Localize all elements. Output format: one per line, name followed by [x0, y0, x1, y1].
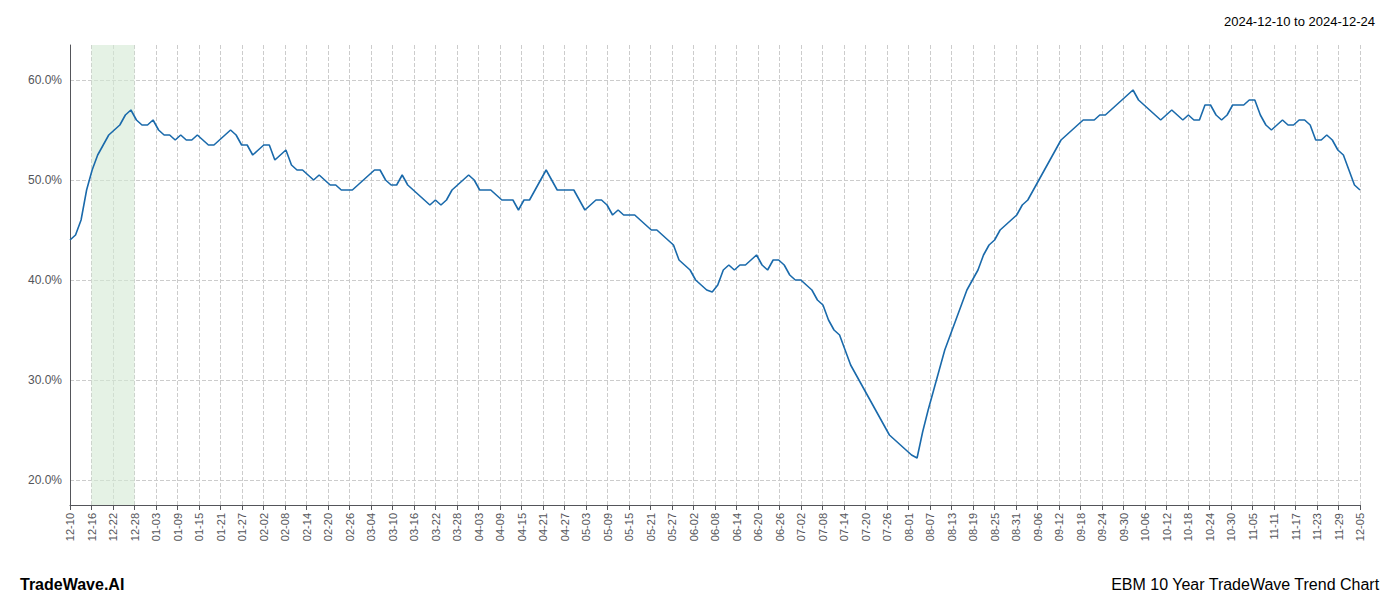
svg-text:10-12: 10-12	[1161, 513, 1173, 541]
svg-text:09-24: 09-24	[1096, 513, 1108, 541]
svg-text:06-08: 06-08	[709, 513, 721, 541]
svg-text:11-11: 11-11	[1268, 513, 1280, 540]
svg-text:07-08: 07-08	[817, 513, 829, 541]
svg-text:2024-12-10 to 2024-12-24: 2024-12-10 to 2024-12-24	[1224, 14, 1375, 29]
svg-text:01-21: 01-21	[215, 513, 227, 541]
svg-text:01-15: 01-15	[193, 513, 205, 541]
svg-text:08-31: 08-31	[1010, 513, 1022, 541]
svg-text:05-27: 05-27	[666, 513, 678, 541]
svg-text:11-29: 11-29	[1333, 513, 1345, 540]
svg-text:12-16: 12-16	[86, 513, 98, 541]
svg-text:01-27: 01-27	[236, 513, 248, 541]
svg-text:05-09: 05-09	[602, 513, 614, 541]
svg-text:01-09: 01-09	[172, 513, 184, 541]
svg-text:TradeWave.AI: TradeWave.AI	[20, 576, 124, 593]
svg-text:60.0%: 60.0%	[28, 73, 62, 87]
svg-text:07-14: 07-14	[838, 513, 850, 541]
svg-text:10-30: 10-30	[1225, 513, 1237, 541]
svg-text:11-05: 11-05	[1247, 513, 1259, 540]
svg-text:50.0%: 50.0%	[28, 173, 62, 187]
svg-text:02-14: 02-14	[301, 513, 313, 541]
svg-text:09-06: 09-06	[1032, 513, 1044, 541]
svg-text:03-28: 03-28	[451, 513, 463, 541]
svg-text:02-20: 02-20	[322, 513, 334, 541]
svg-text:06-02: 06-02	[688, 513, 700, 541]
svg-text:40.0%: 40.0%	[28, 273, 62, 287]
svg-text:10-06: 10-06	[1139, 513, 1151, 541]
svg-text:06-14: 06-14	[731, 513, 743, 541]
svg-text:09-18: 09-18	[1075, 513, 1087, 541]
svg-text:02-02: 02-02	[258, 513, 270, 541]
svg-text:09-30: 09-30	[1118, 513, 1130, 541]
svg-text:04-09: 04-09	[494, 513, 506, 541]
svg-text:11-17: 11-17	[1290, 513, 1302, 540]
svg-text:10-18: 10-18	[1182, 513, 1194, 541]
svg-text:12-22: 12-22	[107, 513, 119, 541]
svg-text:05-21: 05-21	[645, 513, 657, 541]
svg-text:07-20: 07-20	[860, 513, 872, 541]
svg-text:12-28: 12-28	[129, 513, 141, 541]
svg-text:07-26: 07-26	[881, 513, 893, 541]
svg-text:05-15: 05-15	[623, 513, 635, 541]
svg-text:06-26: 06-26	[774, 513, 786, 541]
svg-text:02-26: 02-26	[344, 513, 356, 541]
svg-text:04-03: 04-03	[473, 513, 485, 541]
svg-text:08-01: 08-01	[903, 513, 915, 541]
svg-text:04-21: 04-21	[537, 513, 549, 541]
svg-text:08-13: 08-13	[946, 513, 958, 541]
svg-text:08-07: 08-07	[924, 513, 936, 541]
svg-text:03-04: 03-04	[365, 513, 377, 541]
svg-text:04-15: 04-15	[516, 513, 528, 541]
svg-text:02-08: 02-08	[279, 513, 291, 541]
svg-text:06-20: 06-20	[752, 513, 764, 541]
svg-text:EBM 10 Year TradeWave Trend Ch: EBM 10 Year TradeWave Trend Chart	[1111, 576, 1380, 593]
svg-text:30.0%: 30.0%	[28, 373, 62, 387]
svg-text:08-19: 08-19	[967, 513, 979, 541]
svg-text:12-10: 12-10	[64, 513, 76, 541]
svg-text:07-02: 07-02	[795, 513, 807, 541]
svg-text:03-16: 03-16	[408, 513, 420, 541]
svg-text:12-05: 12-05	[1354, 513, 1366, 541]
svg-text:09-12: 09-12	[1053, 513, 1065, 541]
svg-text:03-10: 03-10	[387, 513, 399, 541]
svg-text:05-03: 05-03	[580, 513, 592, 541]
svg-text:10-24: 10-24	[1204, 513, 1216, 541]
svg-text:11-23: 11-23	[1311, 513, 1323, 540]
svg-text:03-22: 03-22	[430, 513, 442, 541]
svg-text:08-25: 08-25	[989, 513, 1001, 541]
svg-text:04-27: 04-27	[559, 513, 571, 541]
svg-text:01-03: 01-03	[150, 513, 162, 541]
svg-text:20.0%: 20.0%	[28, 473, 62, 487]
